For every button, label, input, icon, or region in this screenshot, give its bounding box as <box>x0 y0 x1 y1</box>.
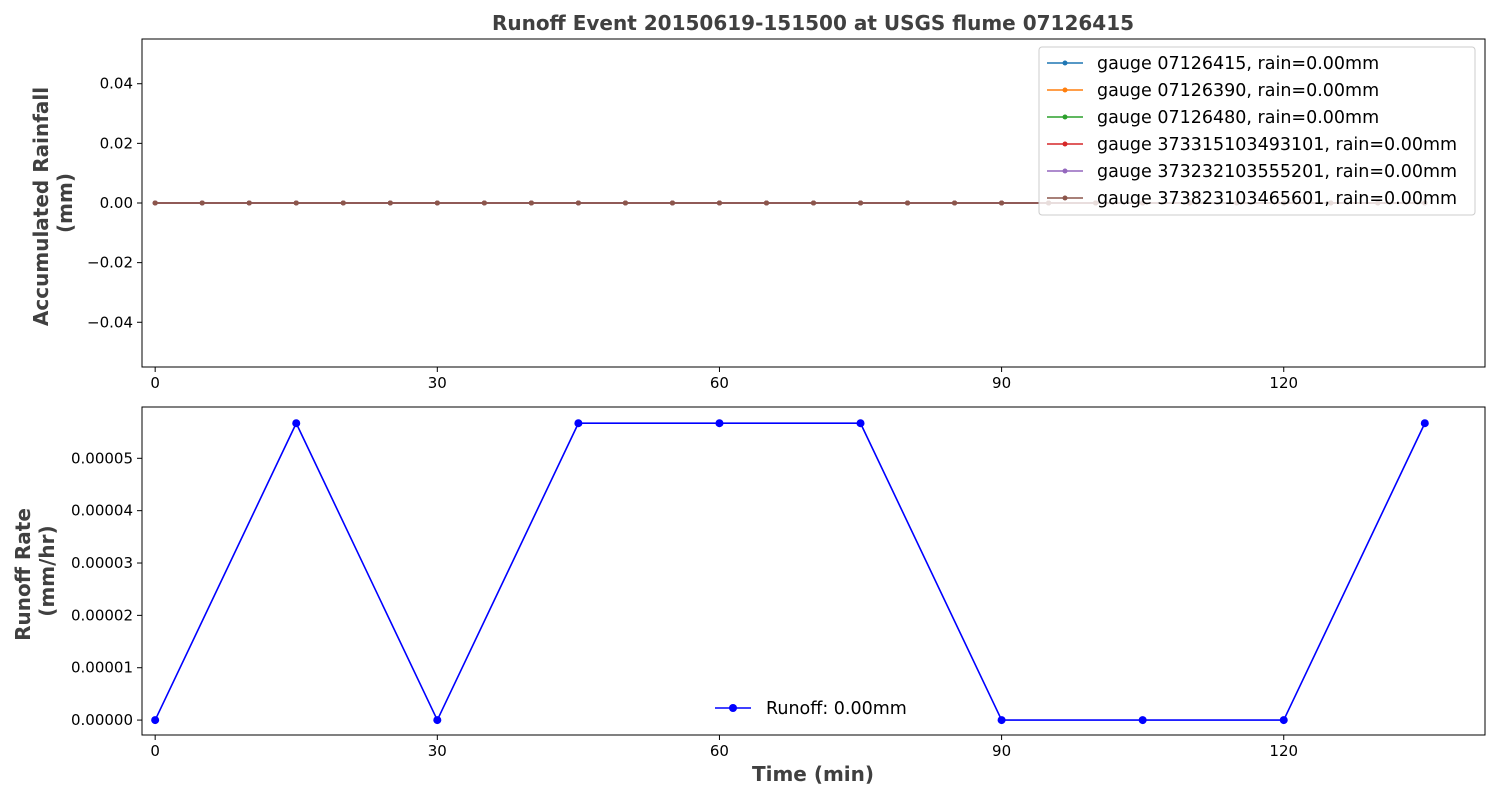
rainfall-legend: gauge 07126415, rain=0.00mm gauge 0712639… <box>1038 46 1476 216</box>
rainfall-data-point <box>528 200 534 206</box>
rainfall-y-axis-label: Accumulated Rainfall (mm) <box>29 80 77 326</box>
rainfall-data-point <box>481 200 487 206</box>
runoff-x-tick-label: 30 <box>428 742 447 760</box>
rainfall-legend-marker <box>1062 60 1068 66</box>
runoff-data-point <box>1138 716 1147 725</box>
rainfall-legend-marker <box>1062 141 1068 147</box>
runoff-legend-marker <box>729 704 737 712</box>
runoff-data-point <box>1420 419 1429 428</box>
rainfall-legend-label: gauge 07126415, rain=0.00mm <box>1097 54 1379 74</box>
runoff-data-point <box>574 419 583 428</box>
rainfall-y-axis-label-line1: Accumulated Rainfall <box>29 87 53 326</box>
runoff-x-tick-label: 0 <box>150 742 160 760</box>
rainfall-data-point <box>622 200 628 206</box>
rainfall-x-tick-label: 0 <box>150 374 160 392</box>
rainfall-data-point <box>716 200 722 206</box>
rainfall-panel: Accumulated Rainfall (mm) 0 30 60 90 120 −0.0… <box>29 38 1486 392</box>
runoff-y-tick-label: 0.00001 <box>71 659 133 677</box>
rainfall-legend-box <box>1038 46 1476 216</box>
rainfall-legend-marker <box>1062 195 1068 201</box>
runoff-y-tick-label: 0.00005 <box>71 449 133 467</box>
rainfall-legend-item: gauge 373315103493101, rain=0.00mm <box>1047 135 1457 155</box>
runoff-plot-frame <box>141 406 1486 736</box>
rainfall-legend-item: gauge 373232103555201, rain=0.00mm <box>1047 162 1457 182</box>
runoff-x-tick-label: 60 <box>710 742 729 760</box>
rainfall-x-tick-label: 90 <box>992 374 1011 392</box>
rainfall-y-tick-label: 0.04 <box>100 75 133 93</box>
runoff-panel: Runoff Rate (mm/hr) Time (min) 0 30 60 90 12… <box>11 406 1486 786</box>
chart-title: Runoff Event 20150619-151500 at USGS flu… <box>492 11 1134 35</box>
runoff-legend: Runoff: 0.00mm <box>715 699 907 719</box>
runoff-legend-label: Runoff: 0.00mm <box>766 699 907 719</box>
rainfall-data-point <box>669 200 675 206</box>
rainfall-y-tick-label: −0.02 <box>87 254 133 272</box>
runoff-x-tick-label: 90 <box>992 742 1011 760</box>
runoff-x-tick-label: 120 <box>1269 742 1298 760</box>
runoff-y-tick-label: 0.00000 <box>71 711 133 729</box>
rainfall-data-point <box>952 200 958 206</box>
runoff-data-point <box>151 716 160 725</box>
rainfall-legend-item: gauge 07126480, rain=0.00mm <box>1047 108 1379 128</box>
rainfall-y-axis-label-line2: (mm) <box>53 173 77 233</box>
rainfall-data-point <box>763 200 769 206</box>
rainfall-data-point <box>858 200 864 206</box>
rainfall-data-point <box>387 200 393 206</box>
runoff-legend-item: Runoff: 0.00mm <box>715 699 907 719</box>
runoff-y-tick-label: 0.00003 <box>71 554 133 572</box>
rainfall-legend-item: gauge 373823103465601, rain=0.00mm <box>1047 189 1457 209</box>
runoff-y-axis-label-line2: (mm/hr) <box>35 525 59 616</box>
rainfall-legend-label: gauge 07126390, rain=0.00mm <box>1097 81 1379 101</box>
runoff-y-axis-label: Runoff Rate (mm/hr) <box>11 501 59 641</box>
rainfall-data-point <box>905 200 911 206</box>
rainfall-data-point <box>575 200 581 206</box>
runoff-data-point <box>1279 716 1288 725</box>
rainfall-legend-label: gauge 373823103465601, rain=0.00mm <box>1097 189 1457 209</box>
rainfall-data-point <box>999 200 1005 206</box>
rainfall-y-tick-label: −0.04 <box>87 313 133 331</box>
rainfall-data-point <box>199 200 205 206</box>
rainfall-x-tick-label: 120 <box>1269 374 1298 392</box>
rainfall-legend-label: gauge 373315103493101, rain=0.00mm <box>1097 135 1457 155</box>
runoff-series <box>151 419 1429 725</box>
rainfall-legend-marker <box>1062 114 1068 120</box>
rainfall-data-point <box>293 200 299 206</box>
runoff-y-tick-label: 0.00004 <box>71 502 133 520</box>
rainfall-y-tick-label: 0.02 <box>100 134 133 152</box>
rainfall-legend-label: gauge 373232103555201, rain=0.00mm <box>1097 162 1457 182</box>
runoff-data-point <box>433 716 442 725</box>
rainfall-legend-item: gauge 07126415, rain=0.00mm <box>1047 54 1379 74</box>
rainfall-legend-marker <box>1062 87 1068 93</box>
runoff-data-point <box>856 419 865 428</box>
runoff-y-tick-label: 0.00002 <box>71 606 133 624</box>
rainfall-data-point <box>434 200 440 206</box>
rainfall-data-point <box>246 200 252 206</box>
rainfall-legend-item: gauge 07126390, rain=0.00mm <box>1047 81 1379 101</box>
runoff-x-axis-label: Time (min) <box>752 762 874 786</box>
runoff-series-line <box>154 422 1426 721</box>
runoff-data-point <box>292 419 301 428</box>
rainfall-x-tick-label: 30 <box>428 374 447 392</box>
rainfall-y-tick-label: 0.00 <box>100 194 133 212</box>
runoff-series-0 <box>151 419 1429 725</box>
runoff-data-point <box>997 716 1006 725</box>
rainfall-data-point <box>340 200 346 206</box>
runoff-ticks: 0 30 60 90 120 0.00000 0.00001 0.00002 0.00003 0.… <box>71 449 1298 760</box>
rainfall-ticks: 0 30 60 90 120 −0.04 −0.02 0.00 0.02 0.04 <box>87 75 1298 392</box>
runoff-y-axis-label-line1: Runoff Rate <box>11 508 35 641</box>
rainfall-x-tick-label: 60 <box>710 374 729 392</box>
rainfall-data-point <box>811 200 816 206</box>
runoff-data-point <box>715 419 724 428</box>
rainfall-data-point <box>152 200 158 206</box>
rainfall-legend-marker <box>1062 168 1068 174</box>
rainfall-legend-label: gauge 07126480, rain=0.00mm <box>1097 108 1379 128</box>
